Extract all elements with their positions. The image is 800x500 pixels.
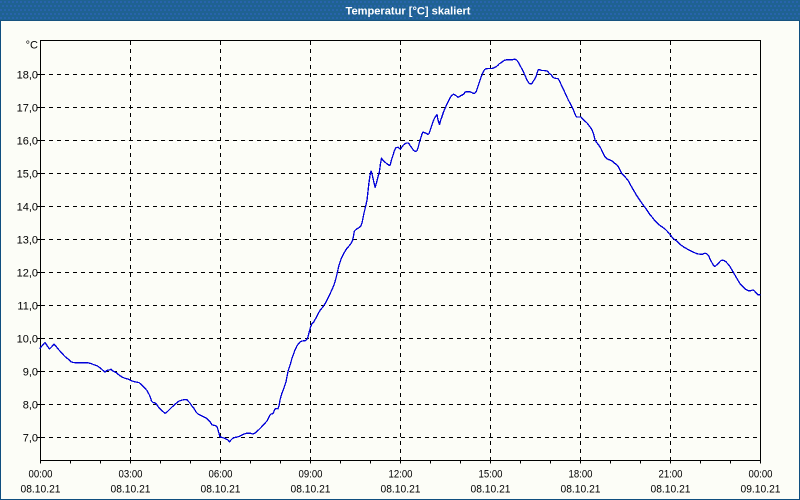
svg-text:08.10.21: 08.10.21 — [381, 484, 421, 496]
svg-text:14,0: 14,0 — [17, 202, 38, 214]
svg-text:11,0: 11,0 — [17, 301, 38, 313]
svg-text:08.10.21: 08.10.21 — [651, 484, 691, 496]
svg-text:13,0: 13,0 — [17, 235, 38, 247]
svg-text:18,0: 18,0 — [17, 70, 38, 82]
svg-text:15,0: 15,0 — [17, 169, 38, 181]
svg-text:17,0: 17,0 — [17, 103, 38, 115]
svg-text:08.10.21: 08.10.21 — [471, 484, 511, 496]
svg-text:08.10.21: 08.10.21 — [291, 484, 331, 496]
svg-text:12:00: 12:00 — [389, 469, 413, 481]
svg-text:00:00: 00:00 — [29, 469, 53, 481]
svg-text:7,0: 7,0 — [23, 433, 38, 445]
svg-text:08.10.21: 08.10.21 — [111, 484, 151, 496]
svg-text:03:00: 03:00 — [119, 469, 143, 481]
svg-text:8,0: 8,0 — [23, 400, 38, 412]
svg-text:09:00: 09:00 — [299, 469, 323, 481]
svg-text:00:00: 00:00 — [749, 469, 773, 481]
svg-text:08.10.21: 08.10.21 — [201, 484, 241, 496]
svg-text:15:00: 15:00 — [479, 469, 503, 481]
svg-text:21:00: 21:00 — [659, 469, 683, 481]
svg-text:16,0: 16,0 — [17, 136, 38, 148]
svg-text:08.10.21: 08.10.21 — [561, 484, 601, 496]
svg-text:06:00: 06:00 — [209, 469, 233, 481]
svg-text:°C: °C — [26, 40, 38, 52]
svg-text:12,0: 12,0 — [17, 268, 38, 280]
svg-text:9,0: 9,0 — [23, 367, 38, 379]
svg-text:18:00: 18:00 — [569, 469, 593, 481]
svg-text:09.10.21: 09.10.21 — [741, 484, 781, 496]
svg-text:Temperatur [°C] skaliert: Temperatur [°C] skaliert — [346, 5, 471, 17]
svg-text:10,0: 10,0 — [17, 334, 38, 346]
svg-text:08.10.21: 08.10.21 — [21, 484, 61, 496]
